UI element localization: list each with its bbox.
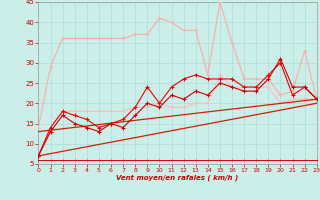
X-axis label: Vent moyen/en rafales ( km/h ): Vent moyen/en rafales ( km/h ) [116, 175, 239, 181]
